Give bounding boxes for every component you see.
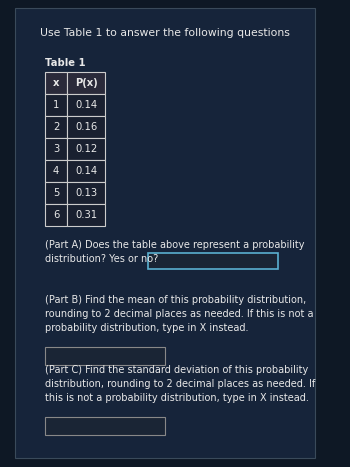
Text: 0.14: 0.14 — [75, 166, 97, 176]
Bar — [67, 182, 105, 204]
Bar — [45, 94, 67, 116]
Text: P(x): P(x) — [75, 78, 97, 88]
Text: 0.16: 0.16 — [75, 122, 97, 132]
Text: x: x — [53, 78, 59, 88]
Text: 5: 5 — [53, 188, 59, 198]
Bar — [148, 253, 278, 269]
Text: 4: 4 — [53, 166, 59, 176]
Text: Table 1: Table 1 — [45, 58, 86, 68]
Text: 3: 3 — [53, 144, 59, 154]
Bar — [67, 94, 105, 116]
Text: 0.31: 0.31 — [75, 210, 97, 220]
Bar — [67, 72, 105, 94]
Bar — [45, 116, 67, 138]
Text: 0.14: 0.14 — [75, 100, 97, 110]
Bar — [67, 138, 105, 160]
Text: 1: 1 — [53, 100, 59, 110]
Text: Use Table 1 to answer the following questions: Use Table 1 to answer the following ques… — [40, 28, 290, 38]
Text: 2: 2 — [53, 122, 59, 132]
Bar — [45, 204, 67, 226]
Text: 6: 6 — [53, 210, 59, 220]
Bar — [45, 347, 165, 365]
Text: 0.13: 0.13 — [75, 188, 97, 198]
Bar — [15, 8, 315, 458]
Bar — [45, 417, 165, 435]
Bar — [45, 160, 67, 182]
Bar — [45, 138, 67, 160]
Text: 0.12: 0.12 — [75, 144, 97, 154]
Bar — [67, 116, 105, 138]
Bar — [67, 160, 105, 182]
Bar — [45, 72, 67, 94]
Bar — [45, 182, 67, 204]
Text: (Part B) Find the mean of this probability distribution,
rounding to 2 decimal p: (Part B) Find the mean of this probabili… — [45, 295, 314, 333]
Text: distribution? Yes or no?: distribution? Yes or no? — [45, 254, 158, 264]
Text: (Part A) Does the table above represent a probability: (Part A) Does the table above represent … — [45, 240, 304, 250]
Bar — [67, 204, 105, 226]
Text: (Part C) Find the standard deviation of this probability
distribution, rounding : (Part C) Find the standard deviation of … — [45, 365, 315, 403]
